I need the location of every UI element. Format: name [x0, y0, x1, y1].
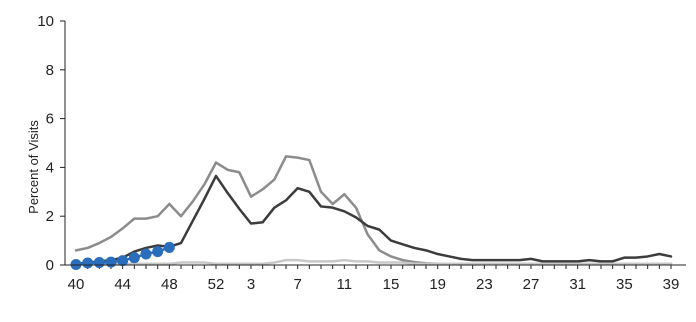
- series-line-1: [74, 174, 673, 266]
- x-tick-label: 11: [337, 276, 353, 293]
- x-axis-ticks: 40 44 48 52 3 7 11 15 19 23 27 31 35 39: [68, 265, 680, 293]
- x-tick-label: 40: [68, 276, 85, 293]
- x-tick-label: 35: [616, 276, 633, 293]
- y-tick-label: 4: [46, 159, 54, 176]
- series-point: [82, 257, 94, 269]
- x-tick-label: 7: [293, 276, 301, 293]
- y-tick-label: 8: [46, 62, 54, 79]
- y-tick-label: 0: [46, 257, 54, 274]
- series-line-2: [74, 258, 673, 266]
- y-axis-ticks: 0 2 4 6 8 10: [37, 13, 65, 274]
- y-tick-label: 6: [46, 111, 54, 128]
- series-point: [163, 241, 175, 253]
- x-tick-label: 15: [383, 276, 400, 293]
- series-point: [117, 255, 129, 267]
- y-tick-label: 2: [46, 208, 54, 225]
- series-point: [140, 248, 152, 260]
- series-point: [93, 257, 105, 269]
- x-tick-label: 52: [208, 276, 225, 293]
- y-axis-title: Percent of Visits: [26, 120, 41, 214]
- series-point: [105, 256, 117, 268]
- y-tick-label: 10: [37, 13, 54, 30]
- x-tick-label: 19: [429, 276, 446, 293]
- x-tick-label: 23: [476, 276, 493, 293]
- series-point: [152, 246, 164, 258]
- series-layer: [70, 155, 673, 271]
- x-tick-label: 48: [161, 276, 178, 293]
- x-tick-label: 31: [569, 276, 586, 293]
- x-tick-label: 27: [523, 276, 540, 293]
- x-tick-label: 3: [247, 276, 255, 293]
- x-tick-label: 44: [114, 276, 131, 293]
- x-tick-label: 39: [663, 276, 680, 293]
- series-point: [128, 252, 140, 264]
